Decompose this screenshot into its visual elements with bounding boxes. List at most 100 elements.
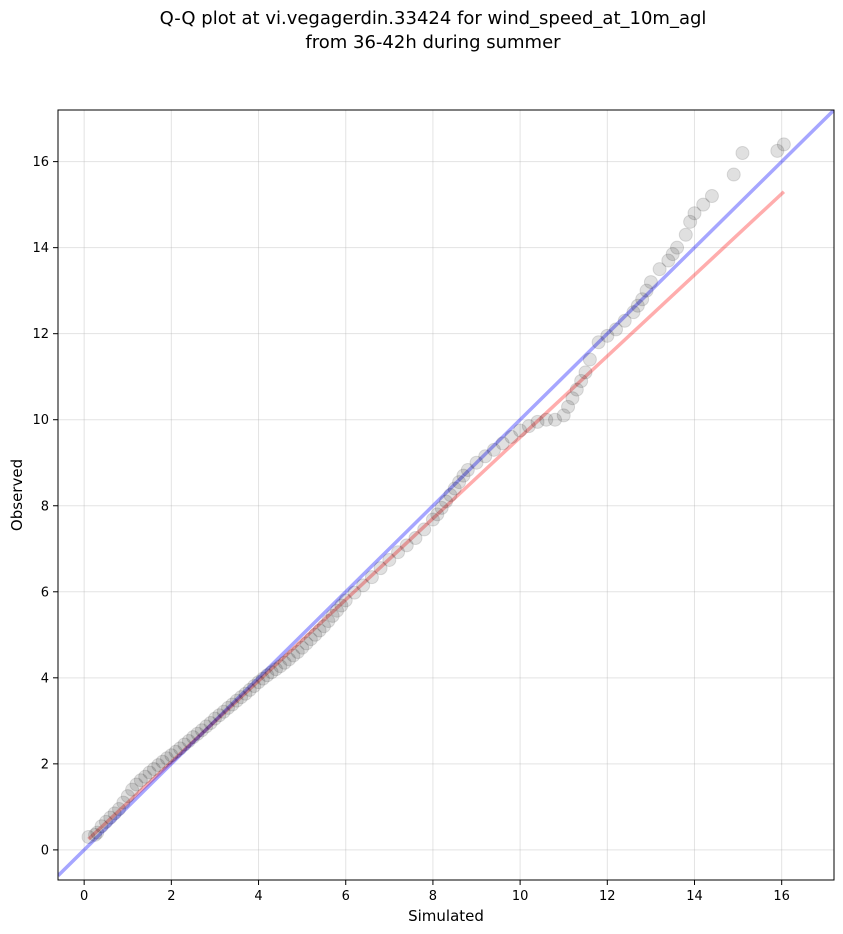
data-point — [151, 758, 166, 773]
scatter-points — [81, 137, 791, 844]
data-point — [133, 773, 148, 788]
data-point — [770, 143, 785, 158]
plot-area-frame — [57, 109, 835, 881]
data-point — [194, 723, 209, 738]
y-tick-label-6: 12 — [32, 327, 49, 342]
x-tick-label-4: 8 — [429, 889, 437, 904]
data-point — [652, 262, 667, 277]
data-point — [456, 468, 471, 483]
data-point — [635, 292, 650, 307]
data-point — [177, 737, 192, 752]
data-point — [325, 608, 340, 623]
data-point — [316, 619, 331, 634]
data-point — [617, 313, 632, 328]
data-point — [578, 365, 593, 380]
chart-title-line-2: from 36-42h during summer — [305, 32, 561, 53]
data-point — [273, 659, 288, 674]
data-point — [630, 298, 645, 313]
data-point — [600, 328, 615, 343]
data-point — [447, 481, 462, 496]
data-point — [242, 682, 257, 697]
data-point — [334, 598, 349, 613]
data-point — [661, 253, 676, 268]
grid — [58, 110, 834, 880]
data-point — [373, 561, 388, 576]
x-tick-label-2: 4 — [254, 889, 262, 904]
data-point — [81, 829, 96, 844]
data-point — [643, 275, 658, 290]
data-point — [391, 545, 406, 560]
data-point — [582, 352, 597, 367]
data-point — [486, 442, 501, 457]
data-point — [251, 675, 266, 690]
data-point — [478, 449, 493, 464]
data-point — [683, 214, 698, 229]
data-point — [439, 494, 453, 509]
y-tick-label-5: 10 — [32, 413, 49, 428]
data-point — [408, 531, 423, 546]
x-tick-label-1: 2 — [167, 889, 175, 904]
data-point — [295, 640, 310, 655]
x-axis-label: Simulated — [408, 907, 484, 925]
y-tick-label-0: 0 — [41, 843, 49, 858]
x-tick-label-5: 10 — [512, 889, 529, 904]
data-point — [88, 827, 103, 842]
data-point — [670, 240, 685, 255]
data-point — [255, 671, 270, 686]
data-point — [338, 593, 353, 608]
data-point — [425, 512, 440, 527]
data-point — [321, 614, 336, 629]
data-point — [696, 197, 711, 212]
y-tick-label-2: 4 — [41, 671, 49, 686]
x-tick-label-3: 6 — [342, 889, 350, 904]
y-axis-label: Observed — [8, 459, 26, 531]
data-point — [665, 247, 680, 262]
data-point — [125, 782, 140, 797]
data-point — [565, 391, 580, 406]
data-point — [430, 507, 445, 522]
data-point — [98, 814, 113, 829]
data-point — [247, 678, 262, 693]
data-point — [216, 704, 231, 719]
data-point — [203, 715, 218, 730]
data-point — [290, 645, 305, 660]
data-point — [469, 455, 484, 470]
data-point — [94, 819, 109, 834]
data-point — [308, 627, 323, 642]
one-to-one-line — [58, 110, 834, 877]
data-point — [146, 762, 161, 777]
data-point — [513, 423, 528, 438]
data-point — [330, 603, 345, 618]
data-point — [112, 802, 127, 817]
data-point — [260, 668, 275, 683]
reference-lines — [58, 110, 834, 877]
data-point — [234, 690, 249, 705]
data-point — [530, 414, 545, 429]
data-point — [282, 652, 297, 667]
data-point — [312, 623, 327, 638]
data-point — [155, 754, 170, 769]
data-point — [159, 751, 174, 766]
y-tick-label-7: 14 — [32, 241, 49, 256]
data-point — [142, 765, 157, 780]
data-point — [173, 741, 188, 756]
data-point — [164, 748, 179, 763]
data-point — [268, 662, 283, 677]
data-point — [129, 777, 144, 792]
x-tick-label-7: 14 — [686, 889, 703, 904]
data-point — [181, 734, 196, 749]
x-axis-ticks: 0 2 4 6 8 10 12 14 16 — [80, 880, 790, 904]
y-tick-label-1: 2 — [41, 757, 49, 772]
data-point — [639, 283, 654, 298]
data-point — [399, 538, 414, 553]
data-point — [186, 730, 201, 745]
data-point — [704, 189, 719, 204]
fit-line — [87, 190, 786, 841]
data-point — [443, 488, 458, 502]
data-point — [286, 648, 301, 663]
data-point — [199, 719, 214, 734]
data-point — [495, 436, 510, 451]
data-point — [347, 585, 362, 600]
data-point — [299, 636, 314, 651]
